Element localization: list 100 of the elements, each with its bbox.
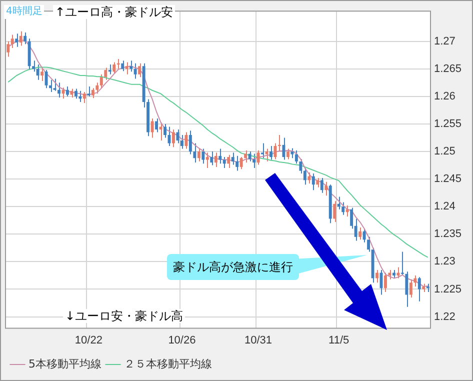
candlestick — [10, 34, 14, 48]
candlestick — [58, 82, 60, 98]
candlestick — [193, 142, 196, 164]
candlestick — [308, 172, 311, 184]
candlestick — [405, 271, 408, 308]
candlestick — [261, 142, 264, 159]
candlestick — [176, 128, 180, 144]
candlestick — [236, 155, 239, 172]
candlestick — [74, 88, 78, 100]
candlestick — [104, 67, 108, 80]
x-tick-label: 10/22 — [74, 334, 102, 346]
y-tick-label: 1.255 — [434, 118, 462, 130]
y-tick-label: 1.225 — [434, 283, 462, 296]
candlestick — [159, 122, 162, 142]
candlestick — [231, 152, 234, 166]
candlestick — [333, 200, 336, 223]
candlestick — [316, 177, 320, 188]
y-tick-label: 1.27 — [434, 35, 456, 48]
candlestick — [320, 177, 324, 194]
candlestick — [125, 62, 128, 75]
candlestick — [82, 92, 86, 104]
candlestick — [312, 173, 315, 191]
candlestick — [222, 156, 226, 169]
candlestick — [418, 276, 421, 302]
candlestick — [256, 150, 260, 166]
legend-label: 5本移動平均線 — [28, 357, 102, 370]
candlestick — [294, 150, 298, 164]
candlestick — [388, 269, 392, 280]
candlestick — [265, 148, 268, 162]
candlestick — [96, 82, 99, 94]
y-tick-label: 1.235 — [434, 228, 462, 240]
candlestick — [400, 251, 404, 276]
candlestick — [227, 154, 230, 169]
candlestick — [286, 148, 290, 160]
candlestick — [19, 30, 22, 46]
candlestick — [337, 196, 340, 210]
candlestick — [15, 33, 18, 48]
candlestick — [130, 60, 133, 72]
candlestick — [87, 86, 90, 97]
candlestick — [32, 60, 36, 72]
candlestick — [240, 156, 243, 170]
candlestick — [248, 151, 252, 162]
candlestick — [172, 128, 175, 148]
candlestick — [6, 40, 10, 58]
candlestick — [184, 132, 188, 150]
candlestick — [164, 123, 166, 138]
candlestick — [150, 118, 154, 138]
candlestick — [188, 130, 192, 155]
y-tick-label: 1.25 — [434, 146, 456, 158]
candlestick — [270, 146, 272, 160]
candlestick — [121, 60, 124, 72]
candlestick — [218, 148, 222, 164]
candlestick — [409, 278, 412, 298]
candlestick — [202, 148, 205, 164]
candlestick — [112, 62, 116, 74]
candlestick — [91, 88, 94, 99]
annotation: 豪ドル高が急激に進行 — [167, 254, 299, 280]
x-tick-label: 10/26 — [168, 334, 196, 346]
y-tick-label: 1.245 — [434, 173, 462, 186]
candlestick — [278, 134, 281, 152]
candlestick — [362, 228, 366, 243]
candlestick — [108, 64, 112, 75]
y-tick-label: 1.265 — [434, 62, 462, 75]
candlestick — [36, 64, 40, 80]
candlestick — [244, 150, 248, 164]
y-tick-label: 1.23 — [434, 256, 456, 268]
candlestick — [197, 148, 200, 162]
candlestick — [100, 74, 103, 89]
annotation: 4時間足 — [4, 5, 44, 19]
candlestick — [282, 137, 286, 160]
candlestick — [210, 151, 214, 166]
y-tick-label: 1.22 — [434, 310, 456, 323]
candlestick — [206, 152, 209, 169]
candlestick — [49, 79, 52, 93]
annotation: ↑ユーロ高・豪ドル安 — [53, 5, 176, 19]
candlestick — [290, 148, 294, 159]
candlestick — [40, 67, 44, 82]
candlestick — [116, 58, 120, 70]
candlestick — [53, 78, 56, 92]
candlestick — [24, 32, 27, 45]
candlestick — [78, 90, 82, 102]
candlestick — [346, 205, 349, 218]
candlestick — [358, 227, 362, 240]
candlestick — [324, 181, 328, 196]
candlestick — [66, 86, 69, 97]
candlestick — [252, 153, 256, 169]
candlestick — [376, 269, 378, 284]
x-tick-label: 10/31 — [244, 334, 272, 346]
candlestick — [214, 152, 218, 168]
candlestick — [384, 272, 387, 292]
legend-label: ２５本移動平均線 — [124, 357, 212, 370]
annotation: ↓ユーロ安・豪ドル高 — [63, 309, 186, 323]
x-tick-label: 11/5 — [328, 334, 350, 346]
y-tick-label: 1.24 — [434, 200, 456, 213]
candlestick — [155, 118, 158, 133]
y-tick-label: 1.26 — [434, 90, 456, 102]
candlestick — [134, 62, 137, 80]
candlestick — [396, 266, 400, 279]
candlestick — [44, 69, 48, 89]
candlestick — [138, 62, 142, 78]
